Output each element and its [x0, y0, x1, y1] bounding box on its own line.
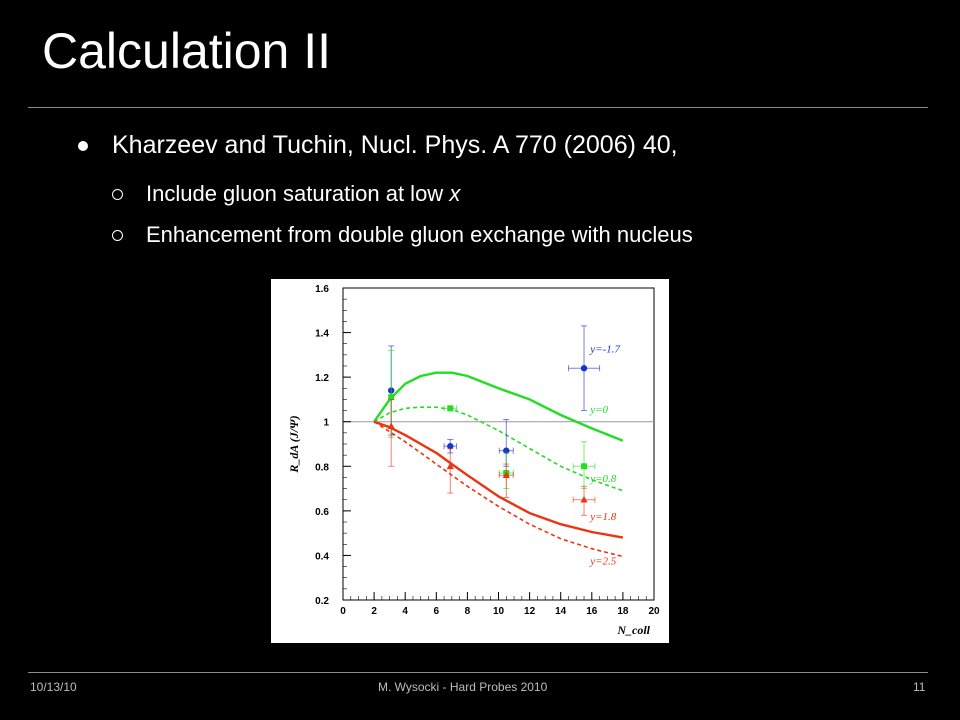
x-tick-label: 20 [648, 606, 660, 617]
triangle-marker [502, 471, 510, 478]
data-point-triangle [387, 398, 395, 467]
circle-marker [447, 443, 454, 450]
series-label: y=2.5 [589, 555, 617, 567]
footer-page-number: 11 [913, 680, 926, 694]
square-marker [581, 463, 588, 470]
y-tick-label: 1.2 [315, 373, 329, 384]
series-label: y=-1.7 [589, 344, 620, 356]
circle-marker [503, 447, 510, 454]
footer-date: 10/13/10 [30, 680, 77, 694]
series-label: y=0.8 [589, 473, 617, 485]
rda-chart: 0 2 4 6 8 10 12 14 16 18 20 0.2 0.4 0.6 0.8 1 1.2 1.4 1.6 N… [271, 279, 669, 643]
series-label: y=0 [589, 404, 608, 416]
x-tick-label: 0 [340, 606, 346, 617]
series-label: y=1.8 [589, 511, 617, 523]
y-tick-label: 0.6 [315, 507, 329, 518]
bullet-dot-icon [78, 141, 88, 151]
data-point-triangle [572, 485, 596, 516]
curve-y2-5 [373, 421, 624, 558]
hollow-circle-icon [112, 189, 123, 200]
hollow-circle-icon [112, 230, 123, 241]
y-tick-label: 1.4 [315, 329, 329, 340]
slide-title: Calculation II [42, 23, 332, 79]
sub-bullet-text: Include gluon saturation at low [146, 181, 450, 206]
curve-y0-8 [373, 406, 624, 492]
data-point-square [572, 441, 596, 490]
x-tick-label: 4 [402, 606, 408, 617]
circle-marker [580, 365, 588, 372]
x-axis-title: N_coll [616, 623, 650, 637]
x-tick-label: 12 [524, 606, 536, 617]
y-tick-label: 1.6 [315, 284, 329, 295]
y-tick-label: 0.8 [315, 462, 329, 473]
y-tick-label: 1 [323, 418, 329, 429]
square-marker [447, 405, 454, 412]
y-tick-label: 0.4 [315, 551, 329, 562]
x-tick-label: 8 [465, 606, 471, 617]
y-axis-title: R_dA (J/Ψ) [287, 415, 301, 473]
x-tick-label: 6 [434, 606, 440, 617]
curve-y0 [373, 371, 624, 442]
title-divider [28, 107, 928, 108]
footer-divider [28, 672, 928, 673]
x-tick-label: 14 [555, 606, 567, 617]
footer-presenter: M. Wysocki - Hard Probes 2010 [378, 680, 548, 694]
triangle-marker [387, 422, 395, 429]
bullet-text: Kharzeev and Tuchin, Nucl. Phys. A 770 (… [112, 131, 678, 159]
x-tick-label: 2 [371, 606, 377, 617]
x-tick-label: 16 [586, 606, 598, 617]
sub-bullet-text: Enhancement from double gluon exchange w… [146, 222, 693, 247]
curve-y1-8 [373, 420, 624, 539]
data-point-triangle [446, 447, 454, 494]
triangle-marker [580, 495, 588, 503]
data-point-triangle [498, 463, 514, 498]
x-tick-label: 18 [617, 606, 629, 617]
data-point-circle [567, 325, 601, 412]
x-tick-label: 10 [493, 606, 505, 617]
y-tick-label: 0.2 [315, 596, 329, 607]
triangle-marker [446, 462, 454, 470]
sub-bullet-emphasis: x [449, 181, 461, 206]
chart-svg: 0 2 4 6 8 10 12 14 16 18 20 0.2 0.4 0.6 0.8 1 1.2 1.4 1.6 N… [287, 284, 660, 637]
square-marker [388, 394, 395, 401]
data-point-square [443, 405, 458, 412]
